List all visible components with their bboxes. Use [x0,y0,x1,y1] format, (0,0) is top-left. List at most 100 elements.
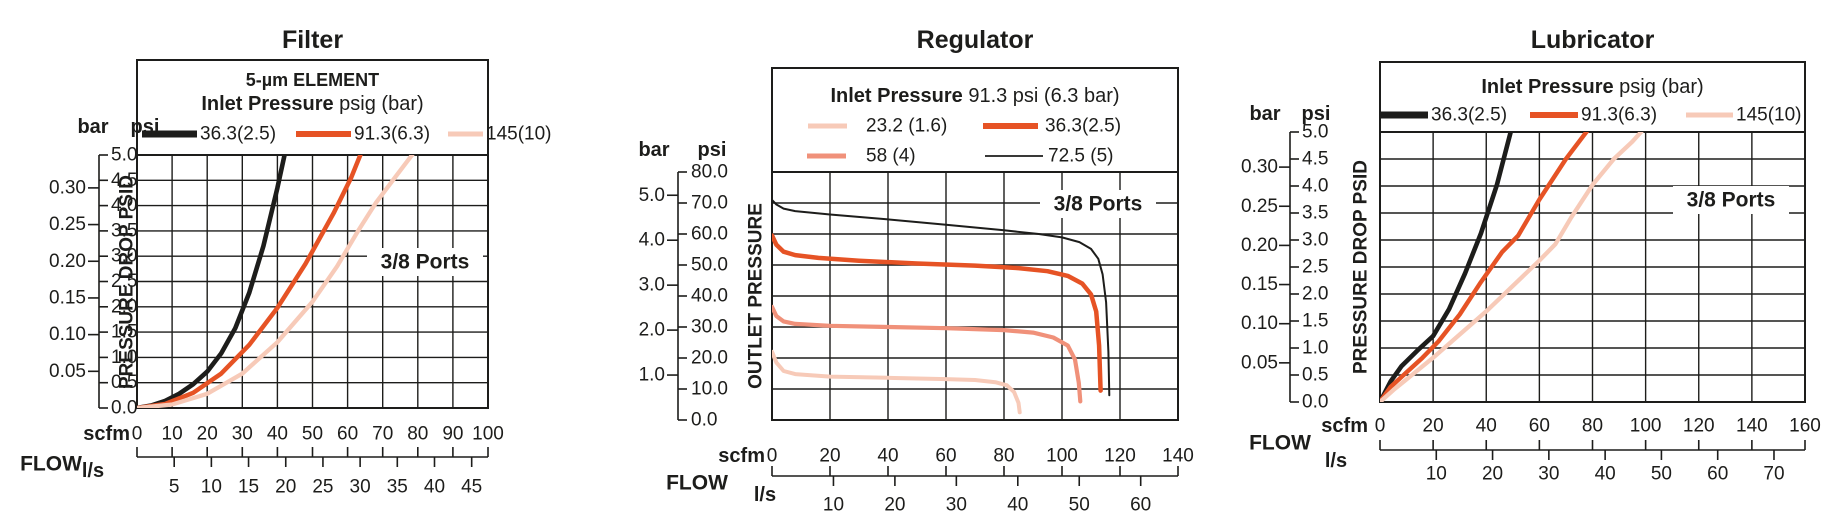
regulator-ls-unit: l/s [754,484,776,506]
lubricator-psi-tick: 3.5 [1302,203,1328,224]
filter-bar-tick: 0.25 [49,214,86,235]
filter-psi-tick: 0.5 [111,372,137,393]
lubricator-bar-unit: bar [1249,103,1280,125]
regulator-psi-tick: 20.0 [691,348,728,369]
lubricator-scfm-tick: 160 [1789,416,1821,437]
regulator-psi-tick: 50.0 [691,255,728,276]
lubricator-bar-tick: 0.25 [1241,196,1278,217]
chart-lubricator: Lubricator Inlet Pressure psig (bar) 36.3(… [1241,26,1821,485]
regulator-bar-tick: 5.0 [639,185,665,206]
regulator-scfm-unit: scfm [718,445,765,467]
lubricator-bar-tick: 0.30 [1241,157,1278,178]
regulator-bar-tick: 3.0 [639,275,665,296]
regulator-scfm-tick: 100 [1046,446,1078,467]
lubricator-series-2-curve [1380,132,1644,402]
filter-ls-unit: l/s [82,460,104,482]
lubricator-legend-heading-0: Inlet Pressure psig (bar) [1481,76,1703,98]
filter-psi-tick: 2.5 [111,271,137,292]
regulator-scfm-tick: 0 [767,446,778,467]
lubricator-y-axis-label: PRESSURE DROP PSID [1351,160,1372,374]
filter-ports-backing [367,248,483,276]
lubricator-bar-tick: 0.15 [1241,274,1278,295]
filter-bar-tick: 0.30 [49,177,86,198]
lubricator-series-1-curve [1380,132,1590,402]
lubricator-scfm-tick: 100 [1630,416,1662,437]
lubricator-ls-tick: 50 [1651,464,1672,485]
filter-ls-tick: 45 [461,477,482,498]
lubricator-legend-label-0: 36.3(2.5) [1431,105,1507,126]
filter-legend-label-2: 145(10) [486,124,552,145]
filter-scfm-tick: 70 [372,424,393,445]
regulator-legend-label-2: 58 (4) [866,146,916,167]
regulator-bar-unit: bar [638,139,669,161]
lubricator-scfm-tick: 20 [1423,416,1444,437]
regulator-scfm-tick: 60 [935,446,956,467]
filter-scfm-unit: scfm [83,423,130,445]
lubricator-ls-tick: 10 [1426,464,1447,485]
filter-bar-tick: 0.10 [49,324,86,345]
regulator-ls-tick: 50 [1069,495,1090,516]
lubricator-ls-tick: 40 [1595,464,1616,485]
lubricator-curves [1380,132,1644,402]
lubricator-scfm-tick: 0 [1375,416,1386,437]
filter-ls-tick: 40 [424,477,445,498]
lubricator-bar-tick: 0.05 [1241,352,1278,373]
filter-psi-tick: 4.5 [111,170,137,191]
lubricator-psi-unit: psi [1302,103,1331,125]
regulator-legend-label-3: 72.5 (5) [1048,146,1113,167]
regulator-psi-tick: 70.0 [691,193,728,214]
lubricator-psi-tick: 2.0 [1302,284,1328,305]
regulator-scfm-tick: 120 [1104,446,1136,467]
filter-bar-tick: 0.20 [49,251,86,272]
lubricator-ports-label: 3/8 Ports [1687,189,1776,212]
lubricator-psi-tick: 4.0 [1302,176,1328,197]
regulator-ls-tick: 60 [1130,495,1151,516]
filter-series-1-curve [137,155,363,408]
lubricator-legend-label-2: 145(10) [1736,105,1802,126]
lubricator-ls-tick: 20 [1482,464,1503,485]
lubricator-bar-tick: 0.20 [1241,235,1278,256]
regulator-flow-label: FLOW [666,472,728,495]
regulator-psi-tick: 40.0 [691,286,728,307]
filter-psi-tick: 2.0 [111,296,137,317]
filter-legend-heading-0: 5-µm ELEMENT [246,70,379,90]
lubricator-bar-tick: 0.10 [1241,313,1278,334]
filter-ports-label: 3/8 Ports [381,251,470,274]
filter-curves [137,155,415,408]
filter-psi-tick: 0.0 [111,398,137,419]
lubricator-psi-tick: 1.5 [1302,311,1328,332]
filter-legend-heading-1: Inlet Pressure psig (bar) [201,93,423,115]
filter-title: Filter [282,26,343,54]
filter-psi-tick: 1.5 [111,322,137,343]
regulator-scfm-tick: 140 [1162,446,1194,467]
regulator-ls-tick: 10 [823,495,844,516]
lubricator-scfm-tick: 60 [1529,416,1550,437]
lubricator-psi-tick: 1.0 [1302,338,1328,359]
lubricator-scfm-tick: 40 [1476,416,1497,437]
filter-scfm-tick: 60 [337,424,358,445]
chart-filter: Filter 5-µm ELEMENT Inlet Pressure psig (b… [20,26,551,498]
lubricator-psi-tick: 4.5 [1302,149,1328,170]
regulator-legend-label-1: 36.3(2.5) [1045,116,1121,137]
lubricator-scfm-tick: 120 [1683,416,1715,437]
regulator-ls-tick: 40 [1007,495,1028,516]
filter-psi-tick: 1.0 [111,347,137,368]
lubricator-psi-tick: 2.5 [1302,257,1328,278]
lubricator-flow-label: FLOW [1249,432,1311,455]
lubricator-title: Lubricator [1531,26,1655,54]
filter-scfm-tick: 100 [472,424,504,445]
regulator-scfm-tick: 40 [877,446,898,467]
filter-scfm-tick: 0 [132,424,143,445]
regulator-psi-tick: 80.0 [691,162,728,183]
filter-ls-tick: 15 [238,477,259,498]
filter-flow-label: FLOW [20,453,82,476]
filter-bar-tick: 0.05 [49,361,86,382]
filter-series-0-curve [137,155,287,408]
lubricator-legend-label-1: 91.3(6.3) [1581,105,1657,126]
regulator-series-2-curve [772,304,1083,404]
filter-ls-tick: 20 [275,477,296,498]
filter-legend-label-1: 91.3(6.3) [354,124,430,145]
regulator-legend-label-0: 23.2 (1.6) [866,116,947,137]
regulator-scfm-tick: 80 [993,446,1014,467]
